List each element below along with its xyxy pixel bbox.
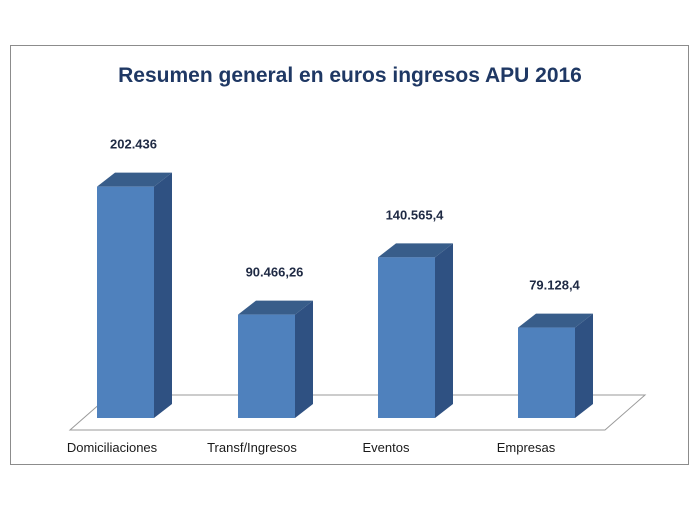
bar-domiciliaciones [97, 172, 172, 418]
labels-layer: 202.436 Domiciliaciones 90.466,26 Transf/In… [67, 137, 581, 455]
bar-front-domiciliaciones [97, 186, 154, 418]
value-label-domiciliaciones: 202.436 [110, 137, 157, 152]
category-label-empresas: Empresas [497, 440, 556, 455]
bar-front-transf-ingresos [238, 314, 295, 418]
chart-title: Resumen general en euros ingresos APU 20… [118, 64, 582, 87]
bar-side-eventos [435, 243, 453, 418]
value-label-transf-ingresos: 90.466,26 [246, 265, 304, 280]
value-label-eventos: 140.565,4 [386, 207, 445, 222]
bar-side-transf-ingresos [295, 300, 313, 418]
value-label-empresas: 79.128,4 [529, 278, 580, 293]
bar-side-domiciliaciones [154, 172, 172, 418]
bar-front-eventos [378, 257, 435, 418]
category-label-domiciliaciones: Domiciliaciones [67, 440, 158, 455]
bar-side-empresas [575, 313, 593, 418]
bar-top-transf-ingresos [238, 300, 313, 315]
bar-empresas [518, 313, 593, 418]
bar-top-eventos [378, 243, 453, 258]
bar-transf-ingresos [238, 300, 313, 418]
bars-layer [97, 172, 593, 418]
bar-top-empresas [518, 313, 593, 328]
bar-front-empresas [518, 327, 575, 418]
category-label-transf-ingresos: Transf/Ingresos [207, 440, 297, 455]
bar-top-domiciliaciones [97, 172, 172, 187]
category-label-eventos: Eventos [363, 440, 410, 455]
bar-eventos [378, 243, 453, 418]
chart-floor [68, 394, 647, 431]
